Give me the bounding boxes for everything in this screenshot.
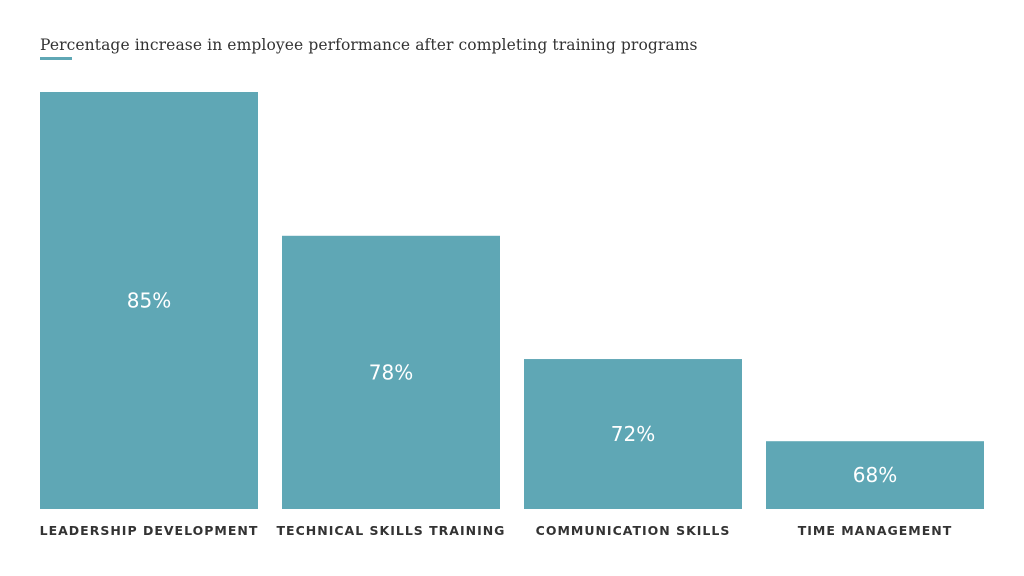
data-label: 72% <box>611 422 655 446</box>
data-label: 78% <box>369 360 413 384</box>
chart-title: Percentage increase in employee performa… <box>40 36 698 54</box>
data-label: 68% <box>853 463 897 487</box>
data-label: 85% <box>127 289 171 313</box>
category-label: TIME MANAGEMENT <box>798 523 953 538</box>
bar <box>40 92 258 509</box>
bar <box>766 441 984 509</box>
title-accent-line <box>40 57 72 60</box>
bar <box>282 235 500 510</box>
bar <box>524 359 742 509</box>
category-label: LEADERSHIP DEVELOPMENT <box>40 523 259 538</box>
category-label: COMMUNICATION SKILLS <box>536 523 731 538</box>
category-label: TECHNICAL SKILLS TRAINING <box>277 523 506 538</box>
